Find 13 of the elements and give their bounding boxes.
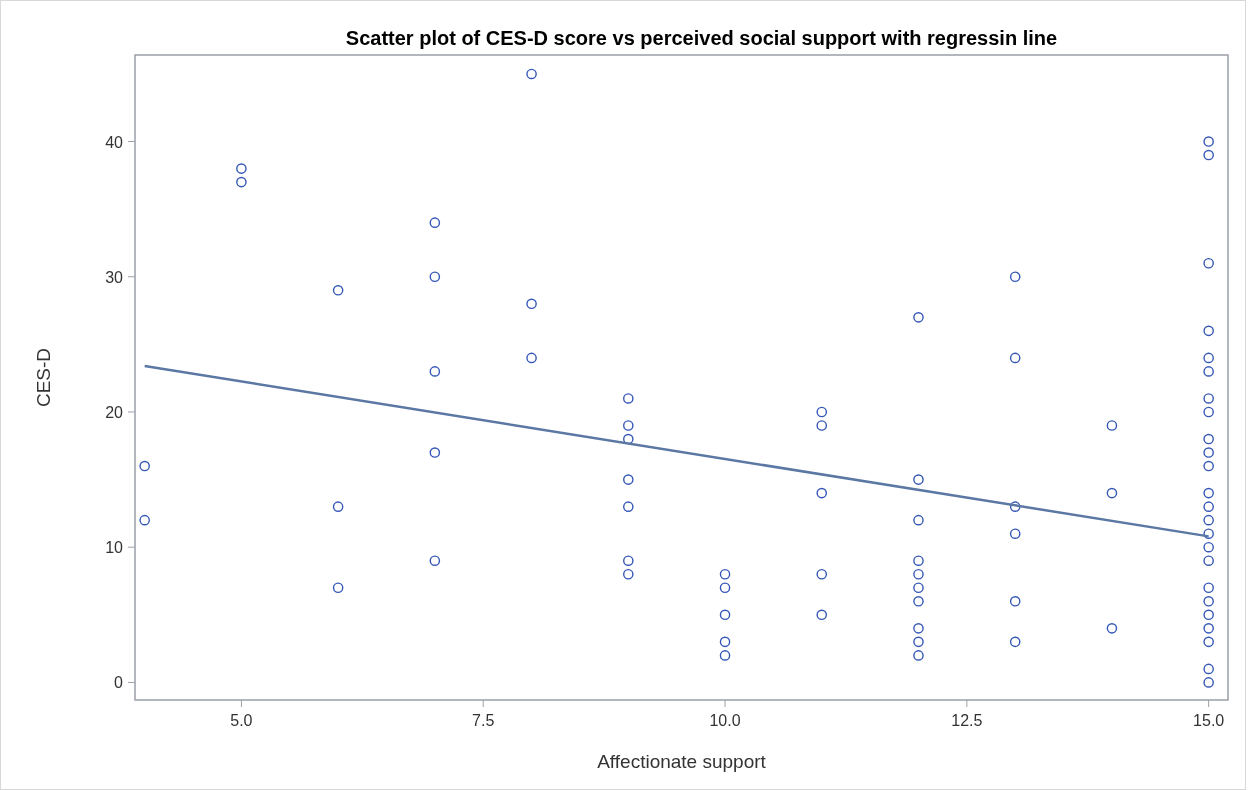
y-tick-label: 0 xyxy=(114,674,124,692)
x-tick-label: 15.0 xyxy=(1193,712,1225,729)
x-tick-label: 7.5 xyxy=(472,712,495,729)
y-tick-label: 10 xyxy=(105,539,124,557)
y-axis-title: CES-D xyxy=(33,347,54,408)
x-tick-label: 12.5 xyxy=(951,712,983,729)
x-axis-title: Affectionate support xyxy=(597,751,767,772)
y-tick-label: 20 xyxy=(105,403,124,421)
y-tick-label: 30 xyxy=(105,268,124,286)
y-tick-label: 40 xyxy=(105,133,124,151)
chart-title: Scatter plot of CES-D score vs perceived social support with regressin line xyxy=(345,27,1058,49)
x-tick-label: 5.0 xyxy=(230,712,253,729)
x-tick-label: 10.0 xyxy=(709,712,741,729)
